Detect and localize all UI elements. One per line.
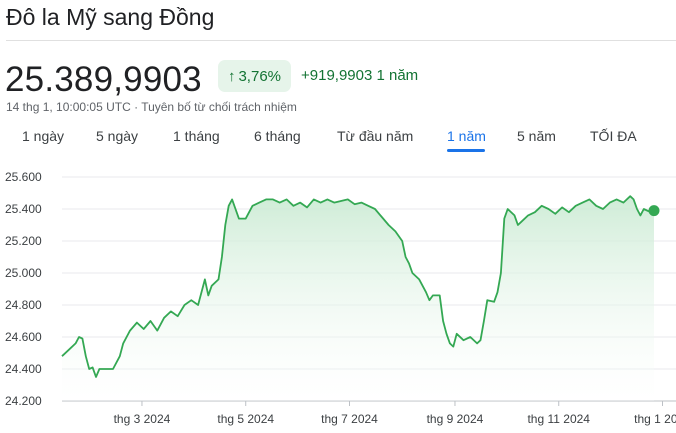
y-tick-label: 25.000 <box>5 266 42 280</box>
x-tick-label: thg 1 2025 <box>634 412 676 426</box>
tab-year-to-date[interactable]: Từ đầu năm <box>337 128 414 144</box>
change-percent-value: 3,76% <box>238 67 282 85</box>
page-title: Đô la Mỹ sang Đồng <box>6 4 215 30</box>
tab-5-years[interactable]: 5 năm <box>517 128 556 144</box>
timestamp-disclaimer[interactable]: 14 thg 1, 10:00:05 UTC · Tuyên bố từ chố… <box>6 100 297 114</box>
y-tick-label: 24.600 <box>5 330 42 344</box>
change-absolute-value: +919,9903 1 năm <box>301 67 419 84</box>
tab-1-month[interactable]: 1 tháng <box>173 128 220 144</box>
series-line <box>61 195 655 378</box>
y-tick-label: 25.400 <box>5 202 42 216</box>
tab-max[interactable]: TỐI ĐA <box>590 128 637 144</box>
x-tick-label: thg 3 2024 <box>114 412 171 426</box>
y-tick-label: 25.600 <box>5 170 42 184</box>
y-tick-label: 24.200 <box>5 394 42 408</box>
exchange-rate-chart[interactable]: 24.200 24.400 24.600 24.800 25.000 25.200 25.4… <box>0 160 676 433</box>
current-value-point <box>648 205 660 217</box>
series-area-fill <box>62 196 654 401</box>
time-range-tabs: 1 ngày 5 ngày 1 tháng 6 tháng Từ đầu năm… <box>0 128 676 152</box>
x-tick-label: thg 9 2024 <box>427 412 484 426</box>
y-tick-label: 25.200 <box>5 234 42 248</box>
x-tick-label: thg 7 2024 <box>321 412 378 426</box>
tab-1-day[interactable]: 1 ngày <box>22 128 65 144</box>
tab-6-months[interactable]: 6 tháng <box>254 128 301 144</box>
x-tick-label: thg 11 2024 <box>527 412 590 426</box>
y-tick-label: 24.400 <box>5 362 42 376</box>
y-tick-label: 24.800 <box>5 298 42 312</box>
arrow-up-icon: ↑ <box>227 67 236 85</box>
tab-1-year[interactable]: 1 năm <box>447 128 486 144</box>
active-tab-indicator <box>447 149 485 152</box>
title-divider <box>6 40 676 41</box>
change-percent-badge: ↑ 3,76% <box>218 60 291 92</box>
exchange-rate-value: 25.389,9903 <box>5 60 202 99</box>
x-tick-label: thg 5 2024 <box>217 412 274 426</box>
tab-5-days[interactable]: 5 ngày <box>96 128 139 144</box>
